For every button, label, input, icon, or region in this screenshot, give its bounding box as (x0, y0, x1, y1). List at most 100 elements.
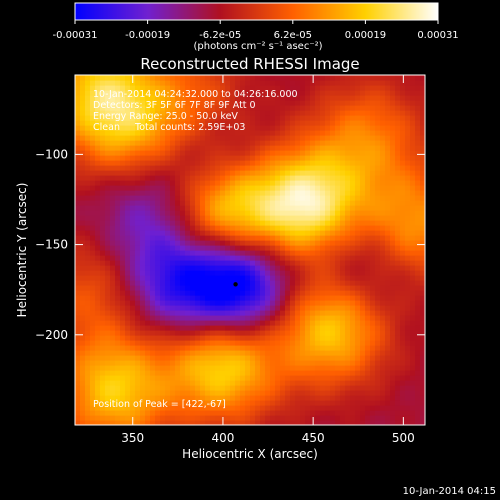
heatmap-cell (125, 215, 131, 221)
heatmap-cell (160, 215, 166, 221)
heatmap-cell (305, 285, 311, 291)
heatmap-cell (260, 135, 266, 141)
heatmap-cell (305, 170, 311, 176)
heatmap-cell (95, 350, 101, 356)
heatmap-cell (255, 240, 261, 246)
heatmap-cell (200, 360, 206, 366)
heatmap-cell (130, 145, 136, 151)
heatmap-cell (95, 95, 101, 101)
heatmap-cell (420, 110, 425, 116)
heatmap-cell (360, 130, 366, 136)
heatmap-cell (385, 260, 391, 266)
heatmap-cell (110, 390, 116, 396)
heatmap-cell (310, 305, 316, 311)
heatmap-cell (390, 95, 396, 101)
heatmap-cell (315, 365, 321, 371)
heatmap-cell (215, 95, 221, 101)
heatmap-cell (335, 150, 341, 156)
heatmap-cell (75, 200, 81, 206)
heatmap-cell (335, 110, 341, 116)
heatmap-cell (280, 155, 286, 161)
heatmap-cell (350, 200, 356, 206)
heatmap-cell (345, 320, 351, 326)
heatmap-cell (420, 255, 425, 261)
heatmap-cell (245, 295, 251, 301)
heatmap-cell (365, 330, 371, 336)
heatmap-cell (275, 305, 281, 311)
heatmap-cell (265, 100, 271, 106)
heatmap-cell (335, 365, 341, 371)
heatmap-cell (120, 380, 126, 386)
heatmap-cell (120, 170, 126, 176)
heatmap-cell (350, 310, 356, 316)
heatmap-cell (295, 230, 301, 236)
heatmap-cell (405, 165, 411, 171)
heatmap-cell (290, 180, 296, 186)
heatmap-cell (150, 75, 156, 81)
heatmap-cell (265, 415, 271, 421)
heatmap-cell (125, 395, 131, 401)
heatmap-cell (110, 320, 116, 326)
heatmap-cell (375, 205, 381, 211)
heatmap-cell (270, 160, 276, 166)
heatmap-cell (240, 130, 246, 136)
heatmap-cell (220, 395, 226, 401)
heatmap-cell (130, 340, 136, 346)
heatmap-cell (125, 255, 131, 261)
heatmap-cell (220, 155, 226, 161)
heatmap-cell (410, 180, 416, 186)
heatmap-cell (245, 175, 251, 181)
heatmap-cell (405, 250, 411, 256)
heatmap-cell (100, 85, 106, 91)
heatmap-cell (120, 350, 126, 356)
heatmap-cell (275, 230, 281, 236)
heatmap-cell (285, 120, 291, 126)
heatmap-cell (375, 135, 381, 141)
heatmap-cell (270, 400, 276, 406)
heatmap-cell (280, 270, 286, 276)
heatmap-cell (225, 360, 231, 366)
heatmap-cell (160, 175, 166, 181)
heatmap-cell (255, 120, 261, 126)
heatmap-cell (110, 365, 116, 371)
heatmap-cell (345, 335, 351, 341)
heatmap-cell (170, 220, 176, 226)
heatmap-cell (385, 110, 391, 116)
heatmap-cell (325, 195, 331, 201)
heatmap-cell (105, 90, 111, 96)
heatmap-cell (340, 315, 346, 321)
heatmap-cell (135, 315, 141, 321)
heatmap-cell (80, 205, 86, 211)
heatmap-cell (90, 390, 96, 396)
heatmap-cell (140, 395, 146, 401)
heatmap-cell (290, 215, 296, 221)
heatmap-cell (85, 295, 91, 301)
heatmap-cell (200, 185, 206, 191)
heatmap-cell (185, 365, 191, 371)
heatmap-cell (405, 100, 411, 106)
heatmap-cell (280, 345, 286, 351)
heatmap-cell (385, 380, 391, 386)
heatmap-cell (240, 120, 246, 126)
heatmap-cell (140, 180, 146, 186)
heatmap-cell (275, 275, 281, 281)
heatmap-cell (185, 170, 191, 176)
heatmap-cell (310, 355, 316, 361)
heatmap-cell (100, 315, 106, 321)
heatmap-cell (405, 345, 411, 351)
heatmap-cell (330, 255, 336, 261)
heatmap-cell (275, 335, 281, 341)
heatmap-cell (200, 420, 206, 425)
heatmap-cell (390, 220, 396, 226)
heatmap-cell (235, 385, 241, 391)
heatmap-cell (95, 415, 101, 421)
heatmap-cell (190, 310, 196, 316)
heatmap-cell (340, 265, 346, 271)
heatmap-cell (190, 255, 196, 261)
heatmap-cell (110, 205, 116, 211)
heatmap-cell (235, 415, 241, 421)
heatmap-cell (125, 115, 131, 121)
heatmap-cell (110, 310, 116, 316)
heatmap-cell (90, 380, 96, 386)
heatmap-cell (320, 180, 326, 186)
